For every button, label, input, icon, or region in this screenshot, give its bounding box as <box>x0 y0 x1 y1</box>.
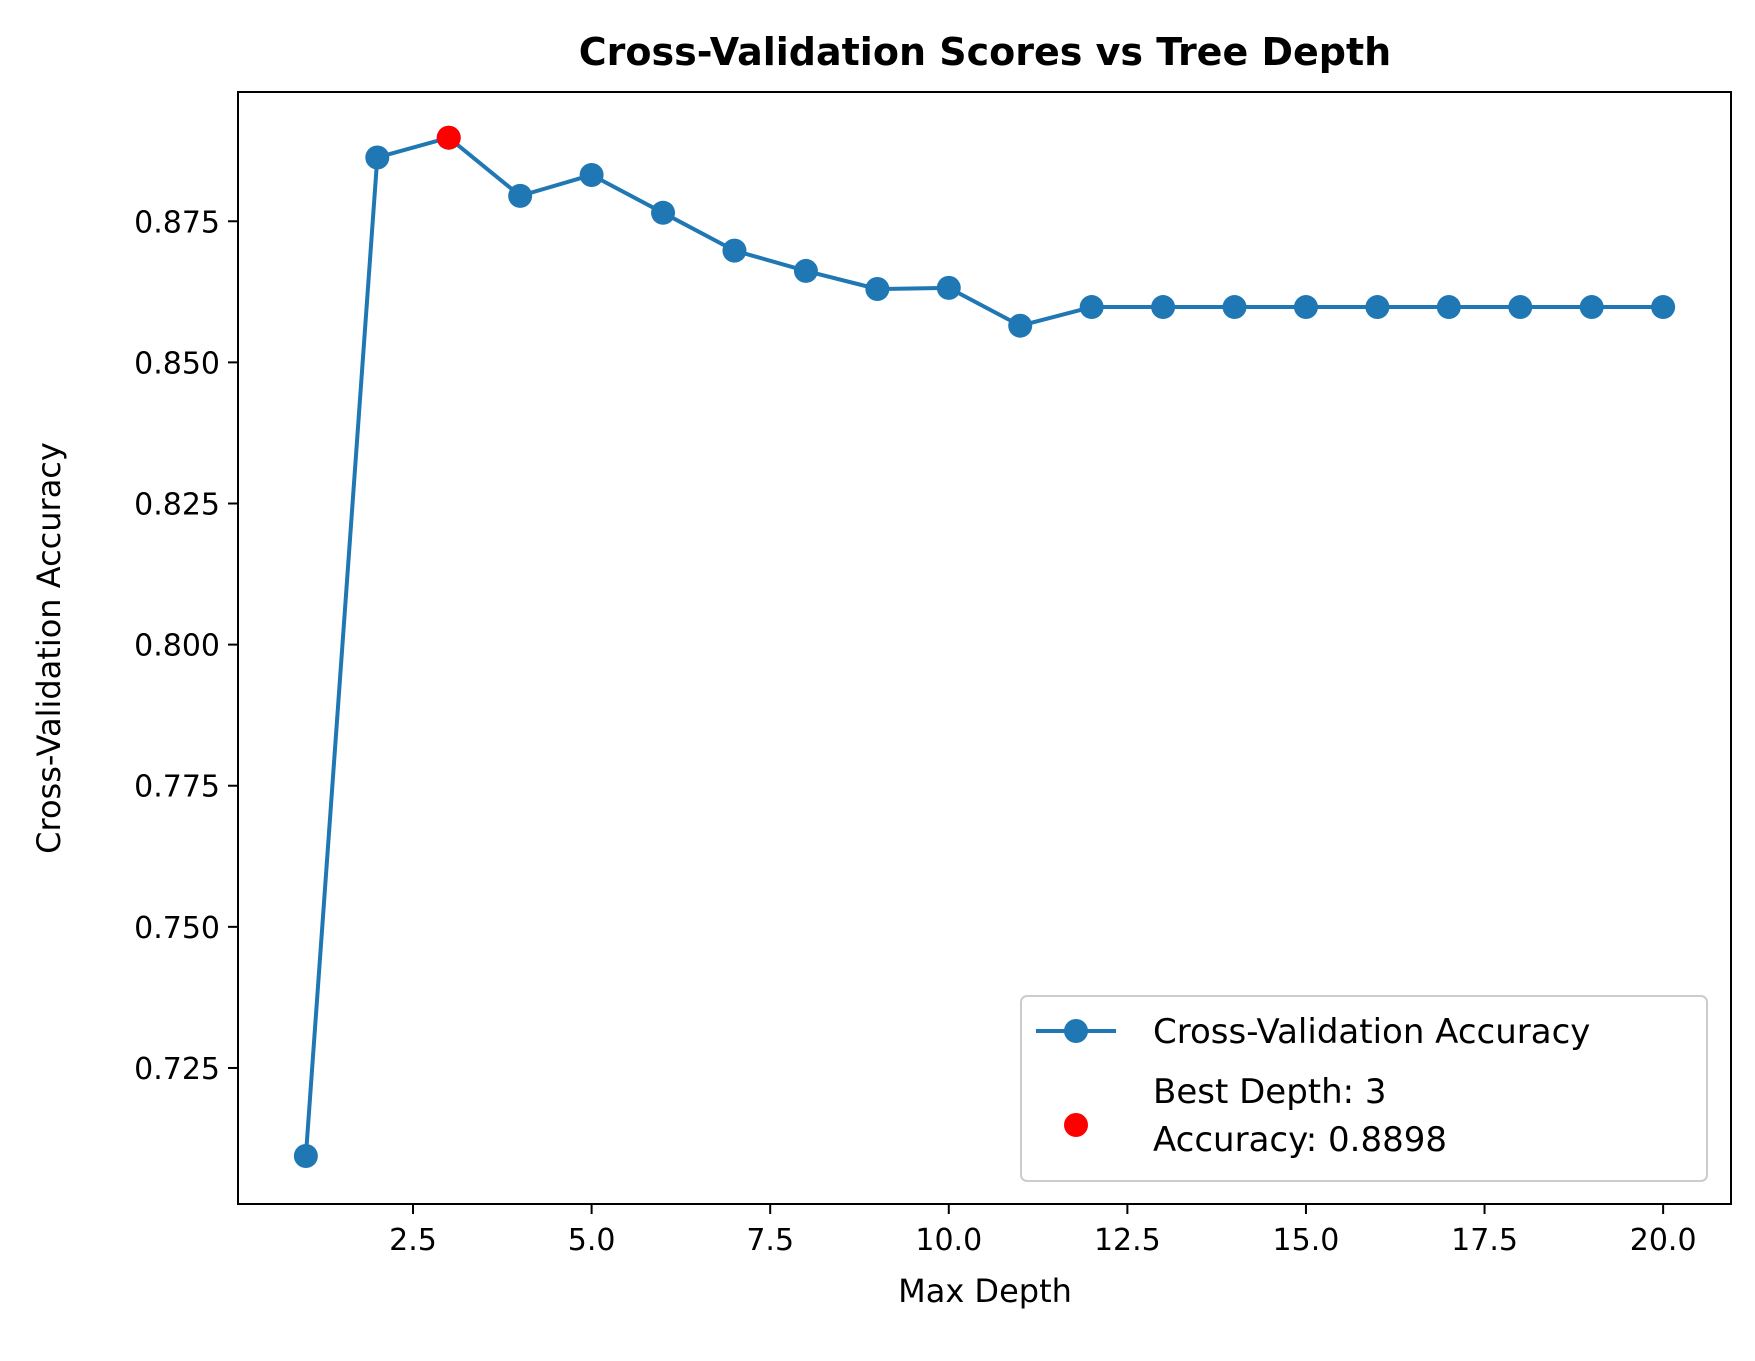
y-tick-label: 0.750 <box>134 911 220 946</box>
data-point <box>293 1144 318 1169</box>
y-tick-label: 0.775 <box>134 770 220 805</box>
data-point <box>722 238 747 263</box>
data-point <box>1008 313 1033 338</box>
y-axis-label: Cross-Validation Accuracy <box>30 442 68 854</box>
data-point <box>936 275 961 300</box>
y-tick-label: 0.725 <box>134 1052 220 1087</box>
data-point <box>1365 295 1390 320</box>
data-point <box>1079 295 1104 320</box>
data-point <box>1436 295 1461 320</box>
x-axis-label: Max Depth <box>898 1272 1072 1310</box>
plot-frame <box>237 91 1732 1205</box>
x-tick-label: 20.0 <box>1630 1223 1697 1258</box>
data-point <box>651 200 676 225</box>
data-point <box>1508 295 1533 320</box>
legend-best-depth-label: Best Depth: 3 <box>1153 1072 1387 1112</box>
x-tick-label: 17.5 <box>1451 1223 1518 1258</box>
legend-series-marker-swatch <box>1064 1019 1088 1043</box>
data-point <box>1651 295 1676 320</box>
x-tick-label: 7.5 <box>746 1223 794 1258</box>
best-depth-point <box>436 125 461 150</box>
legend-box <box>1020 995 1708 1182</box>
x-axis-ticks: 2.5 5.0 7.5 10.0 12.5 15.0 17.5 20.0 <box>389 1204 1697 1258</box>
data-point <box>1151 295 1176 320</box>
data-point <box>579 162 604 187</box>
y-tick-label: 0.850 <box>134 346 220 381</box>
legend: Cross-Validation Accuracy Best Depth: 3 … <box>1020 995 1708 1182</box>
x-tick-label: 15.0 <box>1273 1223 1340 1258</box>
plot-series <box>293 125 1676 1169</box>
x-tick-label: 5.0 <box>568 1223 616 1258</box>
data-point <box>508 183 533 208</box>
data-point <box>365 145 390 170</box>
x-tick-label: 12.5 <box>1094 1223 1161 1258</box>
y-axis-ticks: 0.725 0.750 0.775 0.800 0.825 0.850 0.875 <box>134 205 238 1087</box>
legend-series-label: Cross-Validation Accuracy <box>1153 1012 1590 1052</box>
chart-title: Cross-Validation Scores vs Tree Depth <box>579 30 1391 74</box>
data-point <box>1293 295 1318 320</box>
y-tick-label: 0.825 <box>134 487 220 522</box>
data-point <box>1222 295 1247 320</box>
legend-best-depth-marker-swatch <box>1064 1113 1088 1137</box>
data-point <box>793 258 818 283</box>
x-tick-label: 10.0 <box>915 1223 982 1258</box>
data-point <box>865 276 890 301</box>
x-tick-label: 2.5 <box>389 1223 437 1258</box>
y-tick-label: 0.800 <box>134 629 220 664</box>
legend-best-accuracy-label: Accuracy: 0.8898 <box>1153 1120 1447 1160</box>
y-tick-label: 0.875 <box>134 205 220 240</box>
data-point <box>1579 295 1604 320</box>
